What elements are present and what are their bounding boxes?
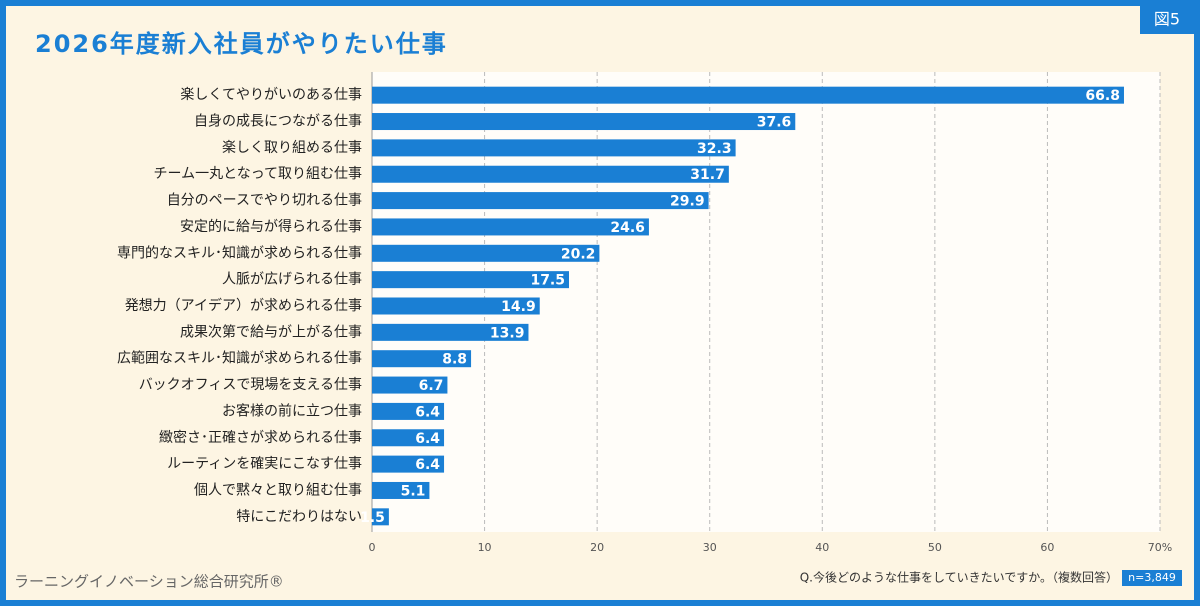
bar [372,218,649,236]
value-label: 20.2 [561,246,596,262]
y-tick-label: 楽しく取り組める仕事 [222,140,362,156]
bar [372,376,448,394]
value-label: 5.1 [401,483,426,499]
bar [372,192,709,210]
figure-tab [1140,6,1194,34]
bar [372,481,430,499]
y-tick-label: 緻密さ･正確さが求められる仕事 [159,429,362,446]
y-tick-label: 安定的に給与が得られる仕事 [180,218,362,235]
source: ラーニングイノベーション総合研究所® [14,573,284,591]
y-tick-label: 個人で黙々と取り組む仕事 [194,482,362,498]
bar [372,271,569,289]
question: Q.今後どのような仕事をしていきたいですか。（複数回答） [800,570,1118,585]
bar [372,350,472,368]
y-tick-label: 広範囲なスキル･知識が求められる仕事 [117,350,362,367]
bar [372,429,445,447]
bar [372,455,445,473]
y-tick-label: お客様の前に立つ仕事 [222,402,362,419]
value-label: 66.8 [1085,88,1120,104]
value-label: 32.3 [697,141,732,157]
x-tick-label: 70% [1148,541,1172,554]
chart-title: 2026年度新入社員がやりたい仕事 [35,30,448,58]
y-tick-label: 自分のペースでやり切れる仕事 [167,193,362,209]
bar [372,139,736,157]
y-tick-label: 楽しくてやりがいのある仕事 [180,87,362,103]
figure-label: 図5 [1154,10,1180,29]
value-label: 37.6 [757,115,792,131]
x-tick-label: 40 [815,541,829,554]
bar [372,86,1124,104]
value-label: 17.5 [530,273,565,289]
y-tick-label: 人脈が広げられる仕事 [222,272,362,288]
x-tick-label: 20 [590,541,604,554]
x-tick-label: 50 [928,541,942,554]
y-tick-label: 自身の成長につながる仕事 [194,114,362,130]
bar [372,323,529,341]
y-tick-label: バックオフィスで現場を支える仕事 [139,377,362,393]
bar [372,402,445,420]
value-label: 31.7 [690,167,725,183]
x-tick-label: 60 [1040,541,1054,554]
x-tick-label: 30 [703,541,717,554]
value-label: 8.8 [442,352,467,368]
value-label: 6.4 [415,404,440,420]
value-label: 29.9 [670,194,705,210]
y-tick-label: 特にこだわりはない [236,509,362,525]
value-label: 14.9 [501,299,536,315]
x-tick-label: 0 [369,541,376,554]
value-label: 6.4 [415,457,440,473]
sample: n=3,849 [1128,571,1176,584]
bar [372,297,540,315]
value-label: 13.9 [490,325,525,341]
x-tick-label: 10 [478,541,492,554]
y-tick-label: 専門的なスキル･知識が求められる仕事 [117,244,362,261]
bar [372,113,796,131]
y-tick-label: 成果次第で給与が上がる仕事 [180,323,362,340]
value-label: 1.5 [360,510,385,526]
value-label: 6.4 [415,431,440,447]
y-tick-label: ルーティンを確実にこなす仕事 [167,456,362,472]
value-label: 24.6 [610,220,645,236]
bar [372,165,729,183]
y-tick-label: 発想力（アイデア）が求められる仕事 [125,297,362,314]
bar [372,508,389,526]
y-tick-label: チーム一丸となって取り組む仕事 [154,166,362,182]
bar [372,244,600,262]
value-label: 6.7 [419,378,444,394]
sample-badge [1122,570,1182,586]
